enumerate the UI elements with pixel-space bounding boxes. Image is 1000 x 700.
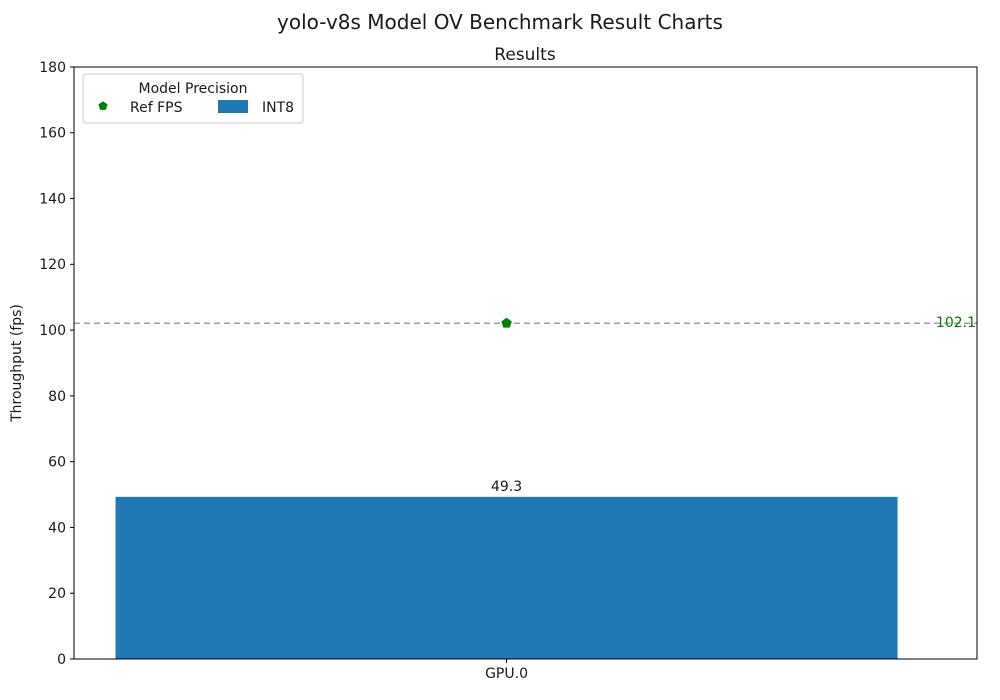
axes-title: Results bbox=[494, 45, 556, 65]
legend-title: Model Precision bbox=[139, 81, 248, 97]
legend-ref-fps-label: Ref FPS bbox=[130, 100, 183, 116]
ref-fps-value-label: 102.1 bbox=[936, 315, 976, 331]
legend-int8-label: INT8 bbox=[262, 100, 294, 116]
y-tick-label: 100 bbox=[39, 323, 66, 339]
y-tick-label: 40 bbox=[48, 520, 66, 536]
y-tick-label: 80 bbox=[48, 389, 66, 405]
y-tick-label: 160 bbox=[39, 126, 66, 142]
ref-fps-pentagon-marker-icon bbox=[501, 317, 512, 328]
bar-value-label: 49.3 bbox=[491, 479, 522, 495]
axes-border bbox=[73, 66, 978, 660]
bar-int8 bbox=[115, 496, 898, 659]
legend-ref-fps-pentagon-icon bbox=[98, 101, 108, 110]
y-tick-label: 0 bbox=[57, 652, 66, 668]
y-tick-label: 20 bbox=[48, 586, 66, 602]
y-tick-label: 140 bbox=[39, 191, 66, 207]
legend-int8-swatch bbox=[218, 100, 248, 113]
y-tick-label: 120 bbox=[39, 257, 66, 273]
y-tick-label: 180 bbox=[39, 60, 66, 76]
y-axis-ticks: 0 20 40 60 80 100 120 140 160 180 bbox=[39, 60, 74, 668]
y-tick-label: 60 bbox=[48, 455, 66, 471]
y-axis-label: Throughput (fps) bbox=[9, 304, 25, 423]
figure-title: yolo-v8s Model OV Benchmark Result Chart… bbox=[277, 10, 723, 34]
x-tick-label: GPU.0 bbox=[485, 666, 528, 682]
legend: Model Precision Ref FPS INT8 bbox=[82, 73, 304, 124]
